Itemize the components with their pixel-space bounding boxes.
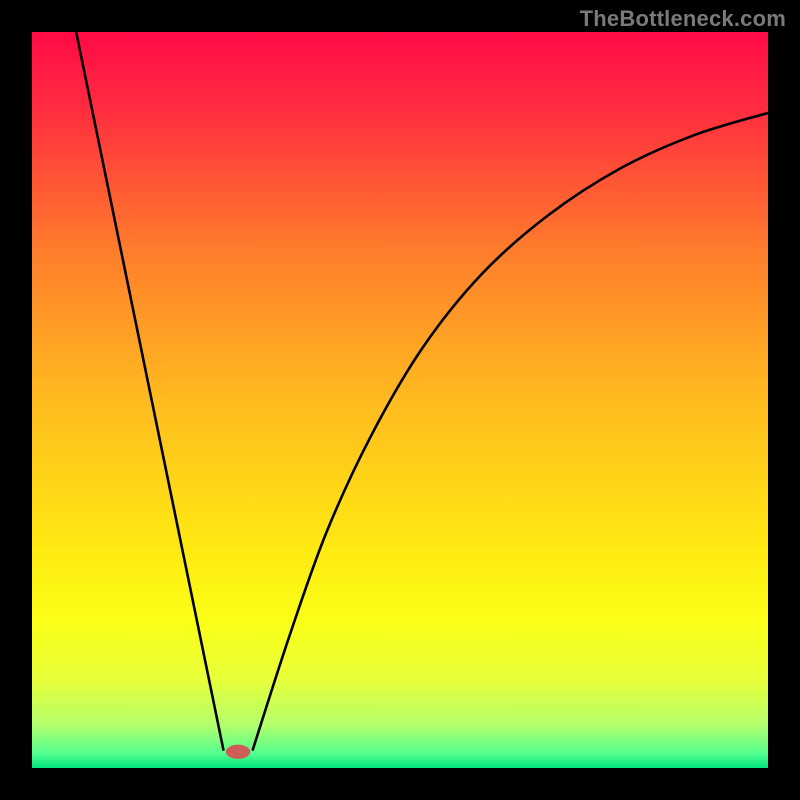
watermark-text: TheBottleneck.com	[580, 6, 786, 32]
bottleneck-chart	[0, 0, 800, 800]
dip-marker	[226, 745, 250, 758]
gradient-background	[32, 32, 768, 768]
chart-container: TheBottleneck.com	[0, 0, 800, 800]
